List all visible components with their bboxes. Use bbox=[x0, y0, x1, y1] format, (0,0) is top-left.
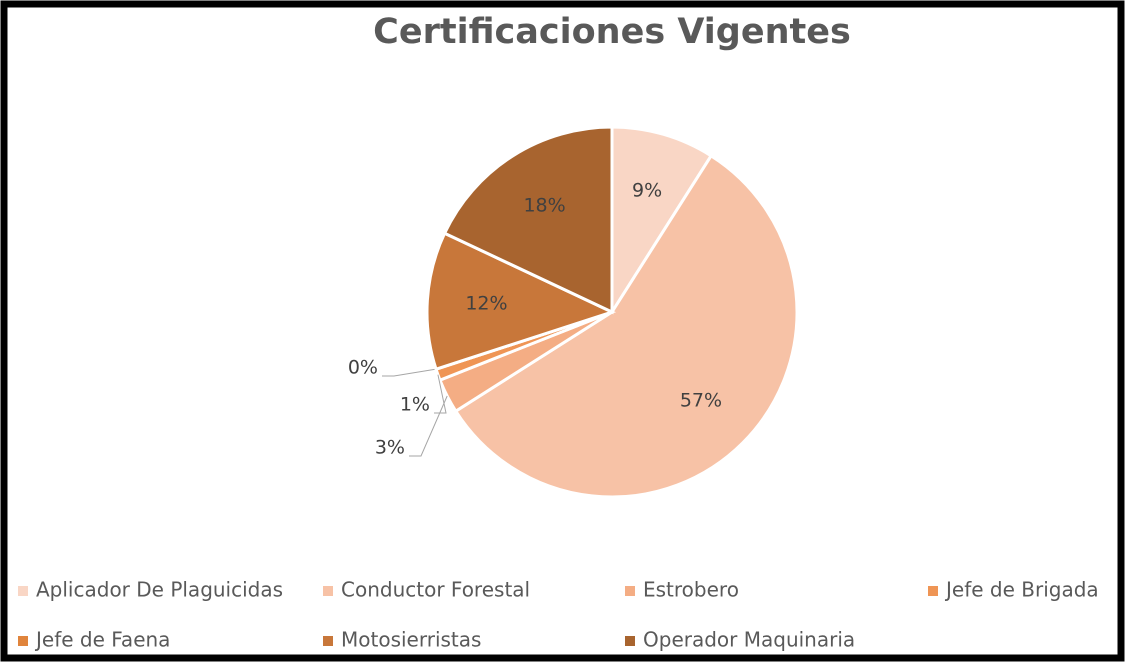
legend-label: Estrobero bbox=[643, 578, 739, 602]
data-label: 1% bbox=[400, 394, 430, 416]
legend-label: Jefe de Brigada bbox=[944, 578, 1099, 602]
leader-line bbox=[434, 374, 447, 414]
legend-label: Operador Maquinaria bbox=[643, 628, 855, 652]
legend-swatch bbox=[928, 586, 938, 596]
data-label: 0% bbox=[348, 357, 378, 379]
pie-slice bbox=[442, 125, 614, 315]
legend-swatch bbox=[625, 636, 635, 646]
legend-swatch bbox=[18, 586, 28, 596]
data-label: 18% bbox=[523, 194, 565, 216]
chart-title: Certificaciones Vigentes bbox=[373, 12, 851, 52]
legend-swatch bbox=[323, 586, 333, 596]
pie-slice bbox=[425, 231, 617, 372]
legend-swatch bbox=[625, 586, 635, 596]
legend-label: Motosierristas bbox=[341, 628, 481, 652]
data-label: 57% bbox=[680, 389, 722, 411]
data-label: 9% bbox=[632, 180, 662, 202]
pie-slice bbox=[453, 153, 799, 499]
legend-label: Conductor Forestal bbox=[341, 578, 530, 602]
leader-line bbox=[409, 395, 448, 457]
legend-label: Aplicador De Plaguicidas bbox=[36, 578, 283, 602]
data-label: 3% bbox=[375, 437, 405, 459]
pie-slice bbox=[610, 125, 714, 318]
data-label: 12% bbox=[465, 293, 507, 315]
leader-line bbox=[382, 368, 437, 377]
legend-swatch bbox=[18, 636, 28, 646]
legend-swatch bbox=[323, 636, 333, 646]
legend-label: Jefe de Faena bbox=[34, 628, 170, 652]
